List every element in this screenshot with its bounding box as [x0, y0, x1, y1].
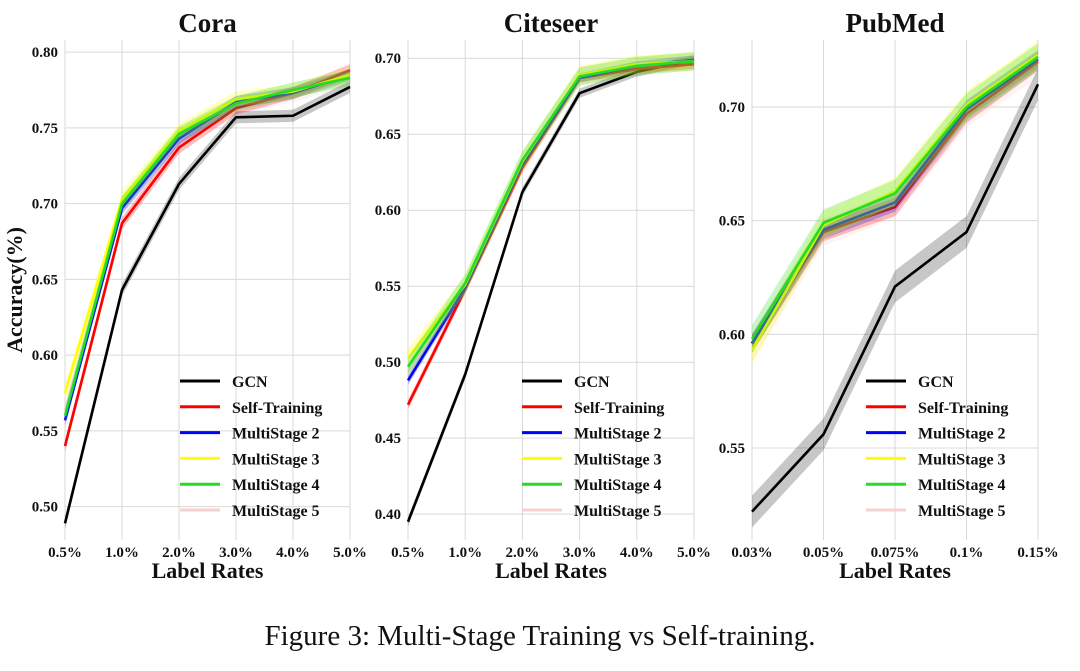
legend-label-multistage-5: MultiStage 5 [232, 503, 320, 520]
y-tick-label: 0.70 [719, 100, 745, 116]
legend-label-gcn: GCN [918, 374, 954, 391]
chart-panel-citeseer: 0.5% 1.0% 2.0% 3.0% 4.0% 5.0% 0.40 0.45 0.50 0.55… [375, 8, 711, 583]
x-tick-label: 5.0% [333, 545, 367, 561]
band-multistage-2 [408, 55, 694, 385]
series-line-multistage-2 [406, 58, 695, 382]
y-tick-label: 0.55 [719, 441, 745, 457]
x-tick-label: 0.05% [803, 545, 844, 561]
legend-label-multistage-2: MultiStage 2 [574, 426, 662, 443]
band-gcn [752, 68, 1038, 528]
legend: GCN Self-Training MultiStage 2 MultiStage 3… [522, 374, 664, 520]
y-tick-label: 0.60 [375, 203, 401, 219]
legend-label-self-training: Self-Training [918, 400, 1008, 417]
legend-label-multistage-3: MultiStage 3 [232, 451, 320, 468]
x-tick-label: 0.5% [48, 545, 82, 561]
x-tick-label: 0.03% [731, 545, 772, 561]
y-tick-label: 0.50 [32, 500, 58, 516]
legend: GCN Self-Training MultiStage 2 MultiStage 3… [866, 374, 1008, 520]
band-multistage-4 [752, 43, 1038, 353]
legend-label-multistage-2: MultiStage 2 [232, 426, 320, 443]
x-tick-label: 0.5% [391, 545, 425, 561]
series-line-multistage-4 [406, 59, 695, 368]
x-tick-label: 1.0% [448, 545, 482, 561]
legend-label-gcn: GCN [232, 374, 268, 391]
y-tick-label: 0.80 [32, 45, 58, 61]
figure-caption: Figure 3: Multi-Stage Training vs Self-t… [264, 620, 816, 652]
series-line-gcn [406, 58, 695, 523]
chart-title-cora: Cora [178, 8, 237, 38]
legend-label-multistage-3: MultiStage 3 [574, 451, 662, 468]
y-tick-label: 0.65 [719, 214, 745, 230]
x-tick-label: 1.0% [105, 545, 139, 561]
legend-label-multistage-3: MultiStage 3 [918, 451, 1006, 468]
series-line-multistage-4 [63, 76, 351, 417]
y-tick-label: 0.75 [32, 121, 58, 137]
legend-label-multistage-5: MultiStage 5 [918, 503, 1006, 520]
x-axis-label: Label Rates [839, 558, 951, 583]
legend-label-multistage-4: MultiStage 4 [574, 477, 662, 494]
series-line-gcn [63, 85, 351, 524]
y-tick-label: 0.50 [375, 355, 401, 371]
y-tick-label: 0.55 [32, 424, 58, 440]
x-tick-label: 0.075% [871, 545, 920, 561]
series-line-multistage-5 [406, 59, 695, 373]
x-tick-label: 4.0% [276, 545, 310, 561]
x-axis-label: Label Rates [152, 558, 264, 583]
x-tick-label: 2.0% [162, 545, 196, 561]
legend-label-multistage-5: MultiStage 5 [574, 503, 662, 520]
chart-title-citeseer: Citeseer [504, 8, 598, 38]
x-tick-label: 4.0% [620, 545, 654, 561]
figure: 0.5% 1.0% 2.0% 3.0% 4.0% 5.0% 0.50 0.55 0.60 0.65… [2, 8, 1059, 583]
band-multistage-4 [408, 52, 694, 376]
chart-panel-pubmed: 0.03% 0.05% 0.075% 0.1% 0.15% 0.55 0.60 0.65 0.7… [719, 8, 1059, 583]
band-multistage-3 [408, 52, 694, 367]
y-axis-label: Accuracy(%) [2, 227, 27, 353]
chart-panel-cora: 0.5% 1.0% 2.0% 3.0% 4.0% 5.0% 0.50 0.55 0.60 0.65… [2, 8, 367, 583]
y-tick-label: 0.55 [375, 279, 401, 295]
x-tick-label: 0.1% [950, 545, 984, 561]
legend-label-multistage-2: MultiStage 2 [918, 426, 1006, 443]
x-tick-label: 3.0% [219, 545, 253, 561]
y-tick-label: 0.65 [375, 127, 401, 143]
x-tick-label: 5.0% [677, 545, 711, 561]
y-tick-label: 0.60 [719, 327, 745, 343]
legend-label-multistage-4: MultiStage 4 [232, 477, 320, 494]
legend-label-self-training: Self-Training [232, 400, 322, 417]
y-tick-label: 0.70 [375, 51, 401, 67]
legend-label-multistage-4: MultiStage 4 [918, 477, 1006, 494]
y-tick-label: 0.60 [32, 348, 58, 364]
x-tick-label: 3.0% [563, 545, 597, 561]
y-tick-label: 0.45 [375, 431, 401, 447]
legend-label-self-training: Self-Training [574, 400, 664, 417]
x-tick-label: 2.0% [506, 545, 540, 561]
x-axis-label: Label Rates [495, 558, 607, 583]
band-multistage-5 [408, 52, 694, 381]
y-tick-label: 0.40 [375, 507, 401, 523]
chart-title-pubmed: PubMed [845, 8, 944, 38]
legend-label-gcn: GCN [574, 374, 610, 391]
band-multistage-3 [752, 41, 1038, 364]
x-tick-label: 0.15% [1017, 545, 1058, 561]
y-tick-label: 0.70 [32, 197, 58, 213]
y-tick-label: 0.65 [32, 272, 58, 288]
legend: GCN Self-Training MultiStage 2 MultiStage 3… [180, 374, 322, 520]
